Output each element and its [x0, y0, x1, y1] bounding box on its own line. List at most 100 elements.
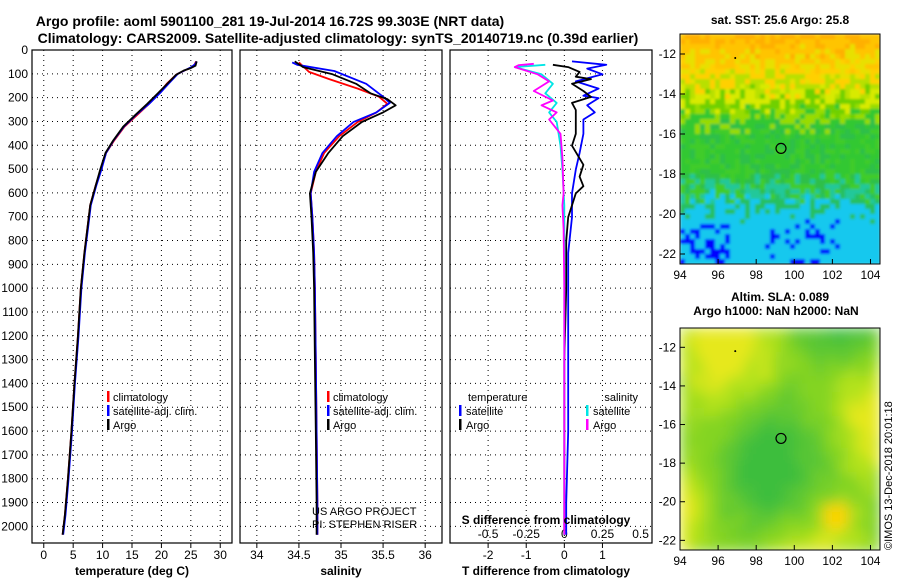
- heatmap-cell: [735, 184, 741, 190]
- heatmap-cell: [830, 89, 836, 95]
- heatmap-cell: [725, 229, 731, 235]
- heatmap-cell: [705, 189, 711, 195]
- heatmap-cell: [715, 69, 721, 75]
- heatmap-cell: [740, 94, 746, 100]
- heatmap-cell: [696, 448, 705, 457]
- heatmap-cell: [785, 189, 791, 195]
- heatmap-cell: [750, 109, 756, 115]
- heatmap-cell: [790, 144, 796, 150]
- heatmap-cell: [736, 520, 745, 529]
- heatmap-cell: [800, 59, 806, 65]
- heatmap-cell: [835, 224, 841, 230]
- heatmap-cell: [785, 169, 791, 175]
- heatmap-cell: [784, 536, 793, 545]
- heatmap-cell: [825, 119, 831, 125]
- heatmap-cell: [740, 39, 746, 45]
- heatmap-cell: [750, 34, 756, 40]
- heatmap-cell: [800, 169, 806, 175]
- heatmap-cell: [864, 336, 873, 345]
- heatmap-cell: [750, 224, 756, 230]
- heatmap-cell: [815, 219, 821, 225]
- heatmap-cell: [830, 154, 836, 160]
- heatmap-cell: [805, 79, 811, 85]
- heatmap-cell: [810, 244, 816, 250]
- heatmap-cell: [805, 44, 811, 50]
- heatmap-cell: [870, 259, 876, 264]
- heatmap-cell: [685, 249, 691, 255]
- heatmap-cell: [785, 204, 791, 210]
- heatmap-cell: [810, 39, 816, 45]
- heatmap-cell: [720, 219, 726, 225]
- heatmap-cell: [815, 259, 821, 264]
- heatmap-cell: [704, 336, 713, 345]
- heatmap-cell: [696, 384, 705, 393]
- heatmap-cell: [776, 344, 785, 353]
- heatmap-cell: [872, 448, 880, 457]
- heatmap-cell: [820, 64, 826, 70]
- heatmap-cell: [875, 154, 880, 160]
- heatmap-cell: [725, 94, 731, 100]
- heatmap-cell: [845, 69, 851, 75]
- heatmap-cell: [780, 74, 786, 80]
- heatmap-cell: [704, 368, 713, 377]
- heatmap-cell: [792, 424, 801, 433]
- heatmap-cell: [850, 139, 856, 145]
- heatmap-cell: [695, 254, 701, 260]
- heatmap-cell: [710, 64, 716, 70]
- heatmap-cell: [755, 104, 761, 110]
- heatmap-cell: [784, 496, 793, 505]
- heatmap-cell: [745, 174, 751, 180]
- heatmap-cell: [750, 204, 756, 210]
- heatmap-cell: [850, 219, 856, 225]
- heatmap-cell: [775, 184, 781, 190]
- heatmap-cell: [815, 54, 821, 60]
- heatmap-cell: [710, 114, 716, 120]
- legend-swatch-satellite: [327, 405, 330, 416]
- lon-tick-label: 96: [711, 554, 725, 568]
- heatmap-cell: [810, 34, 816, 40]
- heatmap-cell: [750, 184, 756, 190]
- heatmap-cell: [735, 164, 741, 170]
- depth-tick-label: 800: [8, 234, 28, 248]
- heatmap-cell: [680, 64, 686, 70]
- heatmap-cell: [875, 104, 880, 110]
- heatmap-cell: [760, 204, 766, 210]
- heatmap-cell: [816, 376, 825, 385]
- lat-tick-label: -18: [659, 456, 677, 470]
- heatmap-cell: [795, 124, 801, 130]
- heatmap-cell: [860, 104, 866, 110]
- heatmap-cell: [770, 124, 776, 130]
- heatmap-cell: [740, 229, 746, 235]
- heatmap-cell: [745, 189, 751, 195]
- heatmap-cell: [790, 239, 796, 245]
- heatmap-cell: [735, 44, 741, 50]
- heatmap-cell: [720, 124, 726, 130]
- heatmap-cell: [760, 520, 769, 529]
- heatmap-cell: [715, 34, 721, 40]
- heatmap-cell: [795, 149, 801, 155]
- heatmap-cell: [705, 124, 711, 130]
- heatmap-cell: [800, 400, 809, 409]
- heatmap-cell: [790, 99, 796, 105]
- heatmap-cell: [870, 204, 876, 210]
- heatmap-cell: [730, 94, 736, 100]
- heatmap-cell: [785, 154, 791, 160]
- legend-title-temperature: temperature: [468, 392, 527, 404]
- heatmap-cell: [860, 254, 866, 260]
- heatmap-cell: [695, 104, 701, 110]
- heatmap-cell: [775, 99, 781, 105]
- heatmap-cell: [735, 54, 741, 60]
- heatmap-cell: [680, 229, 686, 235]
- heatmap-cell: [855, 64, 861, 70]
- heatmap-cell: [720, 89, 726, 95]
- heatmap-cell: [725, 104, 731, 110]
- depth-tick-label: 700: [8, 210, 28, 224]
- heatmap-cell: [755, 89, 761, 95]
- heatmap-cell: [760, 504, 769, 513]
- heatmap-cell: [800, 472, 809, 481]
- heatmap-cell: [835, 184, 841, 190]
- heatmap-cell: [800, 49, 806, 55]
- heatmap-cell: [875, 59, 880, 65]
- heatmap-cell: [870, 199, 876, 205]
- heatmap-cell: [680, 544, 689, 550]
